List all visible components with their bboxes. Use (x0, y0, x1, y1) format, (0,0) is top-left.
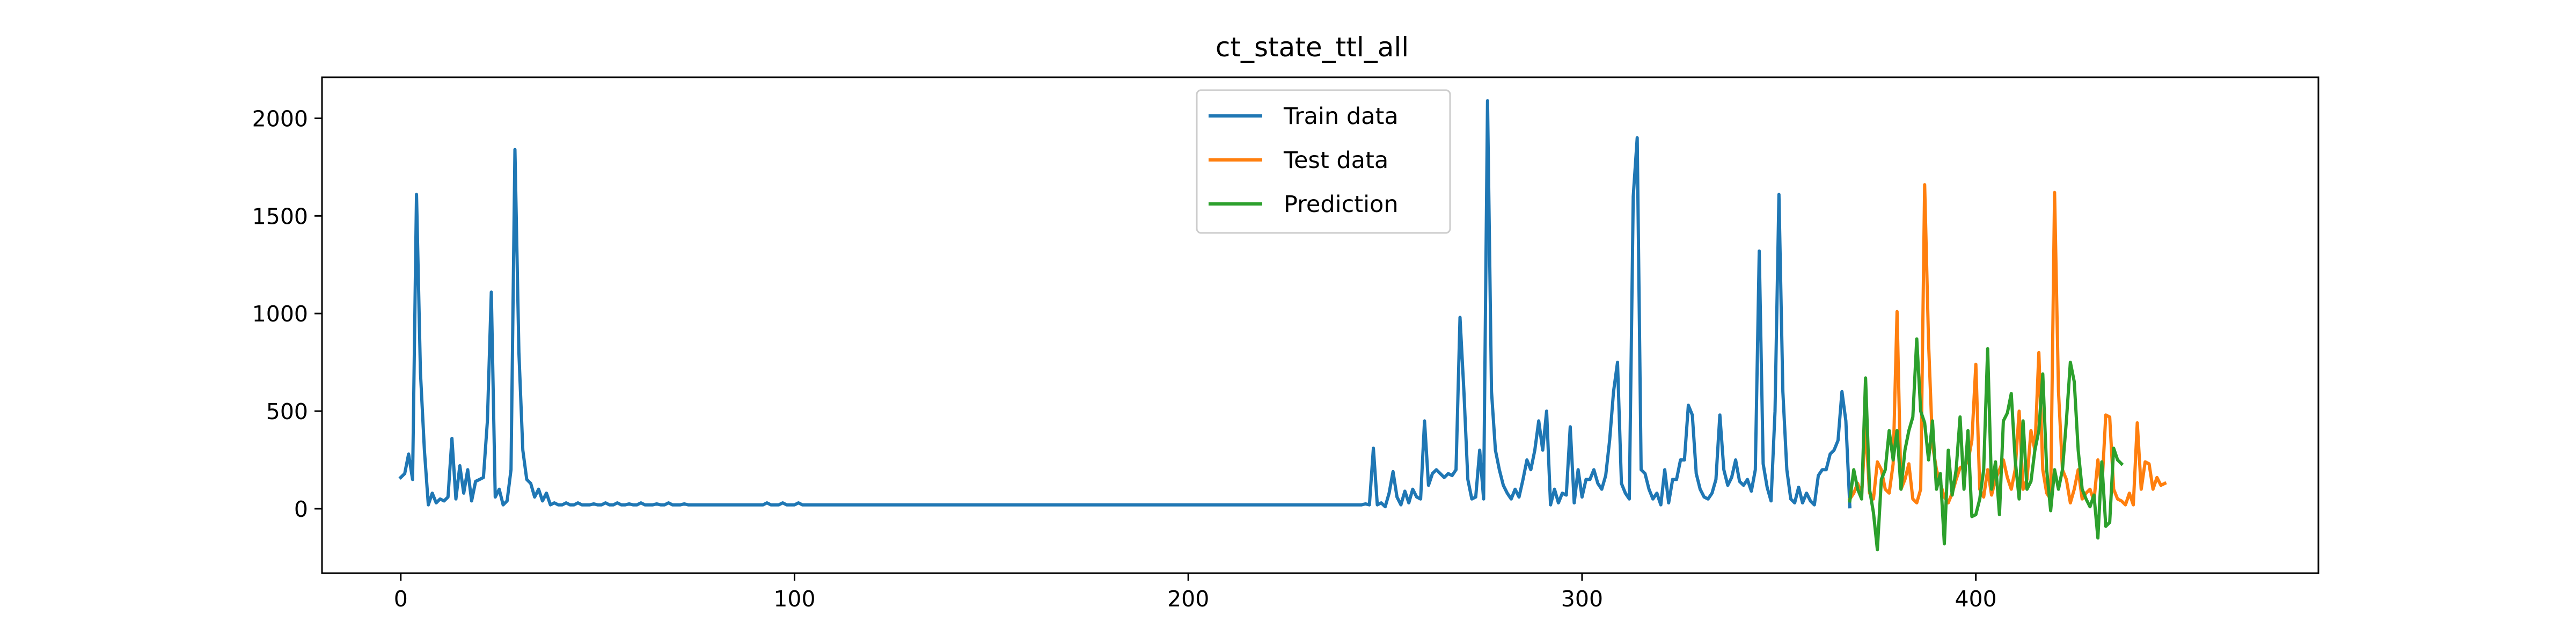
x-tick-label: 300 (1561, 586, 1603, 612)
y-tick-label: 2000 (252, 106, 308, 131)
x-tick-label: 200 (1167, 586, 1209, 612)
x-tick-label: 0 (394, 586, 408, 612)
y-tick-label: 0 (294, 496, 308, 522)
series-layer (398, 99, 2167, 552)
x-axis: 0 100 200 300 400 (394, 573, 1997, 612)
x-tick-label: 100 (773, 586, 815, 612)
legend-label-test-data: Test data (1283, 147, 1388, 174)
x-tick-label: 400 (1955, 586, 1997, 612)
y-tick-label: 500 (266, 399, 308, 425)
legend-label-train-data: Train data (1283, 103, 1399, 130)
chart-title: ct_state_ttl_all (1216, 32, 1409, 63)
series-line-train-data (398, 99, 1852, 509)
legend: Train data Test data Prediction (1196, 89, 1451, 234)
y-axis: 0 500 1000 1500 2000 (252, 106, 322, 522)
series-line-prediction (1848, 337, 2124, 552)
y-tick-label: 1000 (252, 301, 308, 327)
plot-area-frame (321, 76, 2319, 574)
legend-box (1196, 89, 1451, 234)
legend-label-prediction: Prediction (1284, 191, 1399, 218)
y-tick-label: 1500 (252, 203, 308, 229)
